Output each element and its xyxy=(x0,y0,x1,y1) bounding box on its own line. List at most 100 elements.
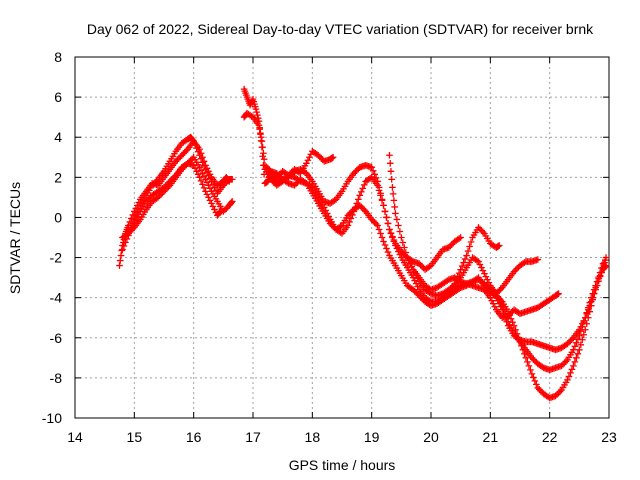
data-point xyxy=(497,285,505,293)
data-point xyxy=(521,259,528,266)
data-point xyxy=(196,151,203,159)
data-point xyxy=(567,337,574,345)
data-point xyxy=(189,136,197,144)
data-point xyxy=(552,392,559,400)
data-point xyxy=(273,170,281,177)
data-point xyxy=(357,188,365,196)
data-point xyxy=(369,217,377,225)
series-8 xyxy=(267,174,542,309)
data-point xyxy=(405,257,413,264)
data-point xyxy=(253,108,261,116)
data-point xyxy=(359,205,367,212)
data-point xyxy=(381,241,389,249)
data-point xyxy=(386,159,394,167)
data-point xyxy=(446,242,454,250)
data-point xyxy=(352,168,359,176)
data-point xyxy=(390,197,398,204)
data-point xyxy=(301,169,309,176)
data-point xyxy=(257,129,264,137)
data-point xyxy=(411,287,418,295)
data-point xyxy=(475,258,482,265)
data-point xyxy=(476,225,484,233)
data-point xyxy=(457,234,464,241)
data-point xyxy=(568,366,576,373)
data-point xyxy=(559,361,567,368)
data-point xyxy=(228,199,235,206)
data-point xyxy=(409,286,417,293)
y-tick-label: -10 xyxy=(42,410,62,426)
data-point xyxy=(174,156,181,164)
data-point xyxy=(346,210,353,218)
data-point xyxy=(378,197,386,204)
data-point xyxy=(455,235,463,242)
data-point xyxy=(175,154,183,162)
data-point xyxy=(495,287,503,294)
data-point xyxy=(570,346,577,354)
data-point xyxy=(408,263,416,270)
series-4 xyxy=(125,159,224,237)
data-point xyxy=(558,362,565,370)
data-point xyxy=(347,209,355,216)
data-point xyxy=(392,242,399,249)
data-point xyxy=(360,206,368,214)
data-point xyxy=(221,206,229,214)
data-point xyxy=(283,179,291,186)
data-point xyxy=(260,149,267,157)
data-point xyxy=(389,190,397,198)
data-point xyxy=(392,210,399,217)
data-point xyxy=(356,202,364,209)
x-tick-label: 19 xyxy=(364,429,380,445)
data-point xyxy=(346,218,353,226)
data-point xyxy=(399,239,407,246)
data-point xyxy=(587,302,595,309)
data-point xyxy=(513,330,521,338)
data-point xyxy=(150,180,157,188)
data-point xyxy=(464,247,472,255)
data-point xyxy=(178,151,186,159)
data-point xyxy=(326,220,334,227)
data-point xyxy=(528,354,536,362)
data-point xyxy=(555,389,562,397)
data-point xyxy=(360,181,368,189)
data-point xyxy=(512,266,519,274)
data-point xyxy=(593,278,601,285)
data-point xyxy=(577,323,585,331)
data-point xyxy=(390,238,398,245)
data-point xyxy=(415,260,423,267)
data-point xyxy=(209,203,217,210)
data-point xyxy=(384,220,392,227)
data-point xyxy=(567,369,574,377)
data-point xyxy=(395,222,402,229)
data-point xyxy=(118,247,126,254)
data-point xyxy=(598,264,605,272)
data-point xyxy=(190,137,197,145)
data-point xyxy=(304,156,312,164)
data-point xyxy=(393,216,401,223)
data-point xyxy=(584,314,592,322)
data-point xyxy=(129,211,137,219)
data-point xyxy=(596,269,604,276)
y-tick-label: 6 xyxy=(54,89,62,105)
data-point xyxy=(412,289,420,296)
data-point xyxy=(521,350,528,358)
data-point xyxy=(393,245,401,252)
data-point xyxy=(414,290,421,298)
data-point xyxy=(481,270,488,277)
data-point xyxy=(328,221,335,229)
data-point xyxy=(476,261,484,268)
x-tick-label: 16 xyxy=(186,429,202,445)
data-point xyxy=(131,220,138,227)
data-point xyxy=(510,322,518,330)
data-point xyxy=(371,171,378,178)
data-point xyxy=(527,366,534,374)
data-point xyxy=(264,165,272,172)
data-point xyxy=(387,230,395,237)
data-point xyxy=(205,194,212,201)
data-point xyxy=(119,246,126,253)
data-point xyxy=(494,293,502,301)
data-point xyxy=(418,263,426,270)
data-point xyxy=(537,387,545,395)
data-point xyxy=(444,277,451,284)
data-point xyxy=(120,242,128,250)
